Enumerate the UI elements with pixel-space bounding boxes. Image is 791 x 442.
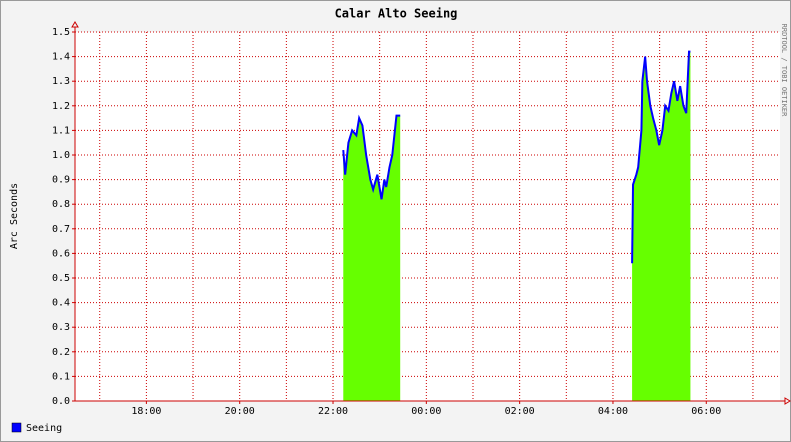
x-tick-label: 04:00: [598, 406, 628, 417]
y-tick-label: 1.5: [52, 27, 70, 38]
axis-arrow: [71, 21, 79, 28]
axis-arrow: [784, 397, 791, 405]
legend-swatch: [11, 422, 22, 433]
y-tick-label: 0.0: [52, 396, 70, 407]
y-tick-label: 0.7: [52, 224, 70, 235]
y-tick-label: 0.6: [52, 248, 70, 259]
y-tick-label: 0.8: [52, 199, 70, 210]
y-tick-label: 1.0: [52, 150, 70, 161]
y-tick-label: 0.3: [52, 322, 70, 333]
y-tick-label: 0.9: [52, 175, 70, 186]
x-tick-label: 06:00: [691, 406, 721, 417]
y-tick-label: 0.5: [52, 273, 70, 284]
area: [632, 51, 691, 402]
y-axis-label: Arc Seconds: [9, 183, 20, 249]
chart-title: Calar Alto Seeing: [335, 7, 458, 21]
x-tick-label: 20:00: [225, 406, 255, 417]
legend-label: Seeing: [26, 423, 62, 434]
x-tick-label: 22:00: [318, 406, 348, 417]
x-tick-label: 18:00: [131, 406, 161, 417]
y-tick-label: 0.1: [52, 371, 70, 382]
watermark: RRDTOOL / TOBI OETIKER: [780, 24, 788, 118]
line: [631, 50, 691, 264]
y-tick-label: 0.4: [52, 298, 70, 309]
y-tick-label: 1.2: [52, 101, 70, 112]
y-tick-label: 1.4: [52, 52, 70, 63]
y-tick-label: 1.3: [52, 76, 70, 87]
y-tick-label: 1.1: [52, 125, 70, 136]
x-tick-label: 02:00: [505, 406, 535, 417]
y-tick-label: 0.2: [52, 347, 70, 358]
line: [342, 114, 401, 200]
x-tick-label: 00:00: [411, 406, 441, 417]
